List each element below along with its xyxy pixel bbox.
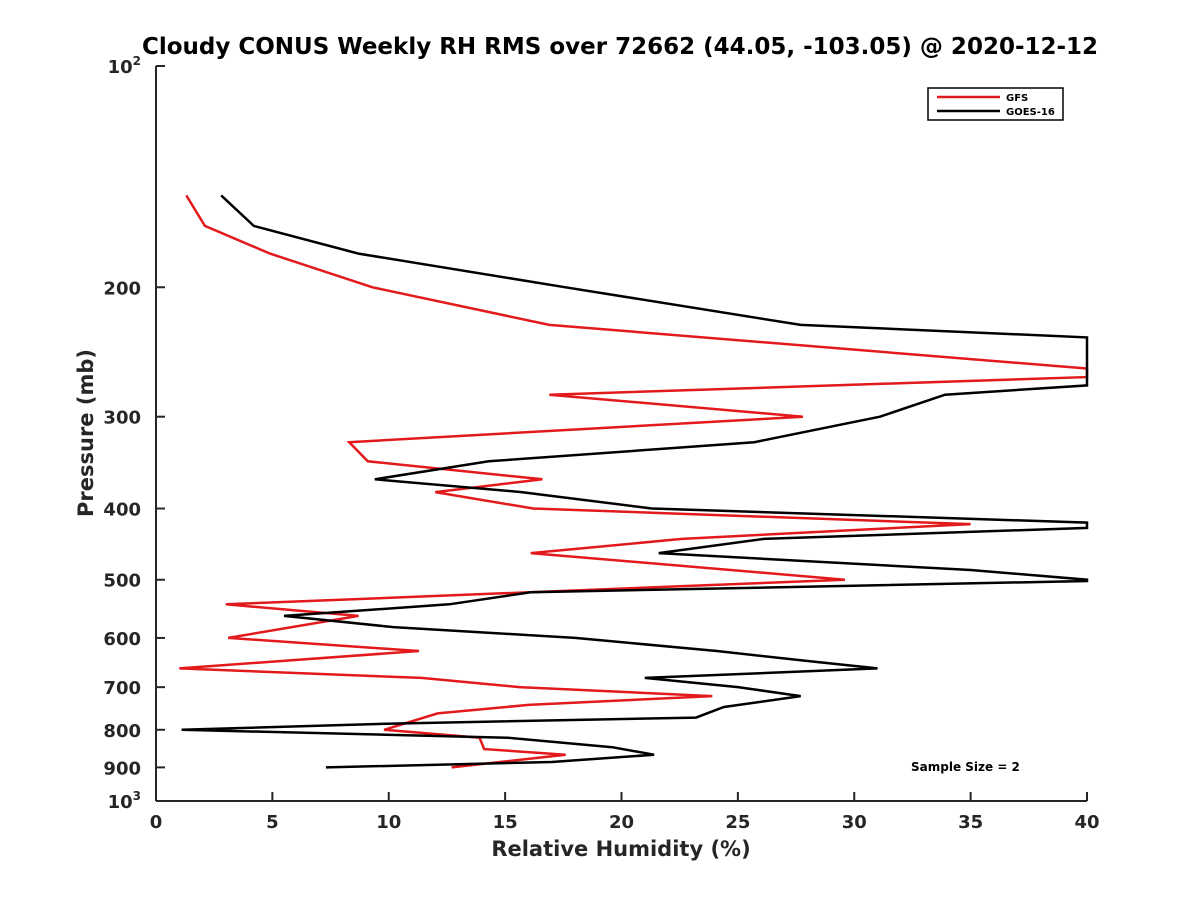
x-axis-label: Relative Humidity (%)	[491, 837, 750, 861]
x-tick-label-3: 15	[493, 812, 518, 833]
y-tick-label-3: 400	[103, 500, 141, 521]
x-tick-label-6: 30	[842, 812, 867, 833]
x-tick-label-5: 25	[725, 812, 750, 833]
legend-label-goes16: GOES-16	[1006, 107, 1055, 118]
y-axis-label: Pressure (mb)	[74, 349, 98, 517]
y-tick-label-5: 600	[103, 629, 141, 650]
y-tick-label-0: 102	[108, 54, 141, 78]
chart-title: Cloudy CONUS Weekly RH RMS over 72662 (4…	[142, 34, 1098, 60]
x-tick-label-0: 0	[150, 812, 163, 833]
y-tick-label-6: 700	[103, 678, 141, 699]
y-tick-label-2: 300	[103, 408, 141, 429]
x-tick-label-7: 35	[958, 812, 983, 833]
y-tick-label-1: 200	[103, 278, 141, 299]
legend-box	[927, 87, 1064, 121]
series-layer	[179, 194, 1089, 769]
y-tick-label-7: 800	[103, 721, 141, 742]
legend-label-gfs: GFS	[1006, 93, 1028, 104]
x-tick-label-2: 10	[376, 812, 401, 833]
x-tick-label-8: 40	[1074, 812, 1099, 833]
y-tick-label-8: 900	[103, 758, 141, 779]
sample-size-annotation: Sample Size = 2	[911, 760, 1020, 774]
x-tick-label-1: 5	[266, 812, 279, 833]
y-tick-label-9: 103	[108, 789, 141, 813]
legend: GFS GOES-16	[927, 87, 1064, 121]
y-tick-label-4: 500	[103, 571, 141, 592]
y-ticks: 102 200 300 400 500 600 700 800 900 103	[103, 54, 165, 813]
x-tick-label-4: 20	[609, 812, 634, 833]
series-line-goes16	[181, 194, 1089, 769]
x-ticks: 0 5 10 15 20 25 30 35 40	[150, 792, 1100, 833]
